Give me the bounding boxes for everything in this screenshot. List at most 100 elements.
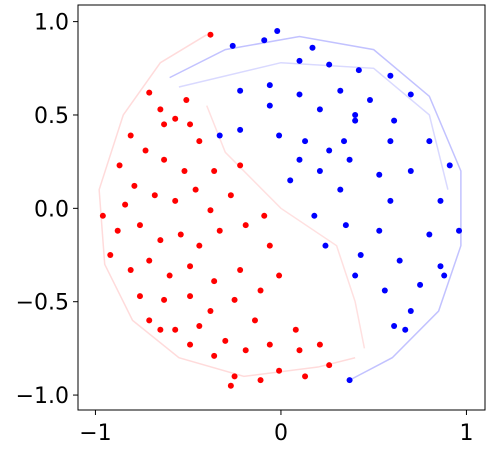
point (316, 167, 323, 174)
point (381, 287, 388, 294)
point (456, 227, 463, 234)
point (196, 322, 203, 329)
point (136, 293, 143, 300)
point (207, 207, 214, 214)
point (231, 296, 238, 303)
point (207, 308, 214, 315)
point (216, 227, 223, 234)
point (99, 212, 106, 219)
point (231, 373, 238, 380)
point (161, 296, 168, 303)
point (227, 382, 234, 389)
point (107, 252, 114, 259)
point (192, 186, 199, 193)
point (183, 97, 190, 104)
point (296, 57, 303, 64)
point (376, 227, 383, 234)
point (157, 326, 164, 333)
point (172, 115, 179, 122)
point (261, 212, 268, 219)
point (296, 156, 303, 163)
point (161, 121, 168, 128)
point (127, 132, 134, 139)
point (237, 87, 244, 94)
point (146, 89, 153, 96)
point (187, 293, 194, 300)
point (352, 117, 359, 124)
trajectory (206, 105, 366, 349)
point (211, 278, 218, 285)
point (407, 167, 414, 174)
point (441, 272, 448, 279)
point (426, 231, 433, 238)
point (396, 257, 403, 264)
point (316, 106, 323, 113)
point (196, 242, 203, 249)
trajectory (98, 34, 356, 378)
x-tick-label: −1 (79, 421, 111, 446)
plot-frame (77, 4, 486, 411)
point (136, 222, 143, 229)
point (122, 201, 129, 208)
point (322, 242, 329, 249)
point (242, 347, 249, 354)
point (309, 44, 316, 51)
point (446, 162, 453, 169)
point (276, 272, 283, 279)
point (376, 171, 383, 178)
point (181, 167, 188, 174)
point (352, 272, 359, 279)
point (337, 87, 344, 94)
point (302, 373, 309, 380)
point (157, 237, 164, 244)
point (355, 67, 362, 74)
point (151, 192, 158, 199)
point (166, 272, 173, 279)
point (237, 162, 244, 169)
x-tick-label: 0 (274, 421, 288, 446)
point (266, 341, 273, 348)
point (274, 27, 281, 34)
point (142, 147, 149, 154)
point (437, 197, 444, 204)
point (157, 106, 164, 113)
point (146, 317, 153, 324)
y-tick-label: 0.0 (34, 197, 69, 222)
point (257, 377, 264, 384)
point (114, 227, 121, 234)
point (127, 266, 134, 273)
point (387, 197, 394, 204)
point (237, 266, 244, 273)
point (276, 367, 283, 374)
point (266, 102, 273, 109)
point (196, 138, 203, 145)
point (227, 192, 234, 199)
point (229, 42, 236, 49)
point (287, 177, 294, 184)
point (437, 263, 444, 270)
point (276, 132, 283, 139)
point (391, 117, 398, 124)
point (366, 97, 373, 104)
point (177, 231, 184, 238)
point (207, 31, 214, 38)
x-tick-label: 1 (459, 421, 473, 446)
point (326, 61, 333, 68)
point (242, 222, 249, 229)
point (172, 197, 179, 204)
y-tick-label: 1.0 (34, 11, 69, 36)
point (146, 257, 153, 264)
point (342, 222, 349, 229)
point (346, 156, 353, 163)
point (426, 138, 433, 145)
point (116, 162, 123, 169)
point (326, 362, 333, 369)
point (407, 91, 414, 98)
point (316, 341, 323, 348)
trajectory (178, 61, 449, 190)
point (216, 132, 223, 139)
point (257, 287, 264, 294)
y-tick-label: −0.5 (16, 291, 69, 316)
point (417, 281, 424, 288)
